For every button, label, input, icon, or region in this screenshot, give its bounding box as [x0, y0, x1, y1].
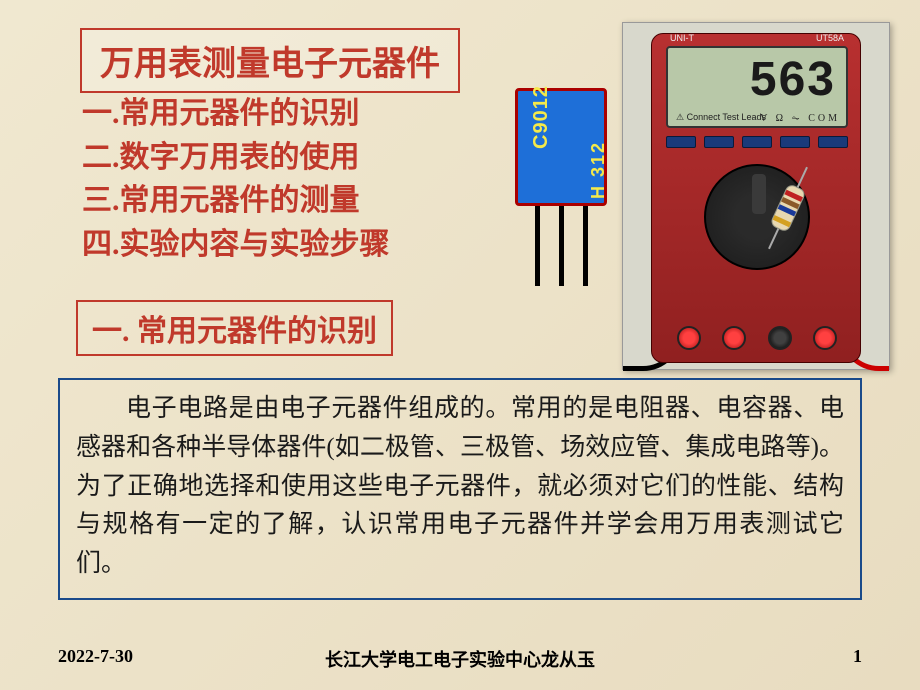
toc-item-2: 二.数字万用表的使用: [82, 136, 390, 180]
input-jacks: [666, 326, 848, 350]
meter-button: [780, 136, 810, 148]
resistor-lead: [797, 167, 808, 188]
meter-button: [666, 136, 696, 148]
transistor-batch-code: H 312: [588, 141, 609, 199]
multimeter-photo: UNI-T UT58A 563 ⚠ Connect Test Leads V Ω…: [622, 22, 890, 370]
transistor-lead: [535, 206, 540, 286]
transistor-lead: [583, 206, 588, 286]
slide-footer: 2022-7-30 长江大学电工电子实验中心龙从玉 1: [0, 646, 920, 670]
toc-item-3: 三.常用元器件的测量: [82, 179, 390, 223]
footer-date: 2022-7-30: [58, 646, 133, 667]
multimeter-body: UNI-T UT58A 563 ⚠ Connect Test Leads V Ω…: [651, 33, 861, 363]
meter-button: [704, 136, 734, 148]
display-reading: 563: [750, 52, 836, 107]
display-warning: ⚠ Connect Test Leads: [676, 112, 766, 123]
multimeter-buttons: [666, 136, 848, 148]
main-title: 万用表测量电子元器件: [100, 46, 440, 83]
body-paragraph: 电子电路是由电子元器件组成的。常用的是电阻器、电容器、电感器和各种半导体器件(如…: [76, 390, 844, 584]
meter-button: [818, 136, 848, 148]
footer-author: 长江大学电工电子实验中心龙从玉: [325, 646, 595, 672]
jack-com: [768, 326, 792, 350]
transistor-leads: [515, 206, 607, 286]
section-heading: 一. 常用元器件的识别: [92, 315, 377, 348]
toc-item-4: 四.实验内容与实验步骤: [82, 223, 390, 267]
table-of-contents: 一.常用元器件的识别 二.数字万用表的使用 三.常用元器件的测量 四.实验内容与…: [82, 92, 390, 266]
brand-left: UNI-T: [670, 33, 694, 43]
transistor-part-number: C9012: [530, 85, 553, 149]
slide: 万用表测量电子元器件 一.常用元器件的识别 二.数字万用表的使用 三.常用元器件…: [0, 0, 920, 690]
main-title-box: 万用表测量电子元器件: [80, 28, 460, 93]
jack-20a: [677, 326, 701, 350]
meter-button: [742, 136, 772, 148]
toc-item-1: 一.常用元器件的识别: [82, 92, 390, 136]
display-mode-icons: V Ω ⏦ COM: [760, 113, 840, 124]
multimeter-brand-row: UNI-T UT58A: [666, 33, 848, 43]
jack-ma: [722, 326, 746, 350]
resistor-band-4: [773, 215, 791, 227]
resistor-lead: [768, 228, 779, 249]
transistor-illustration: C9012 H 312: [515, 88, 607, 283]
transistor-body: C9012 H 312: [515, 88, 607, 206]
multimeter-display: 563 ⚠ Connect Test Leads V Ω ⏦ COM: [666, 46, 848, 128]
transistor-lead: [559, 206, 564, 286]
jack-vohm: [813, 326, 837, 350]
body-text-box: 电子电路是由电子元器件组成的。常用的是电阻器、电容器、电感器和各种半导体器件(如…: [58, 378, 862, 600]
brand-right: UT58A: [816, 33, 844, 43]
footer-page-number: 1: [853, 646, 862, 667]
section-heading-box: 一. 常用元器件的识别: [76, 300, 393, 356]
